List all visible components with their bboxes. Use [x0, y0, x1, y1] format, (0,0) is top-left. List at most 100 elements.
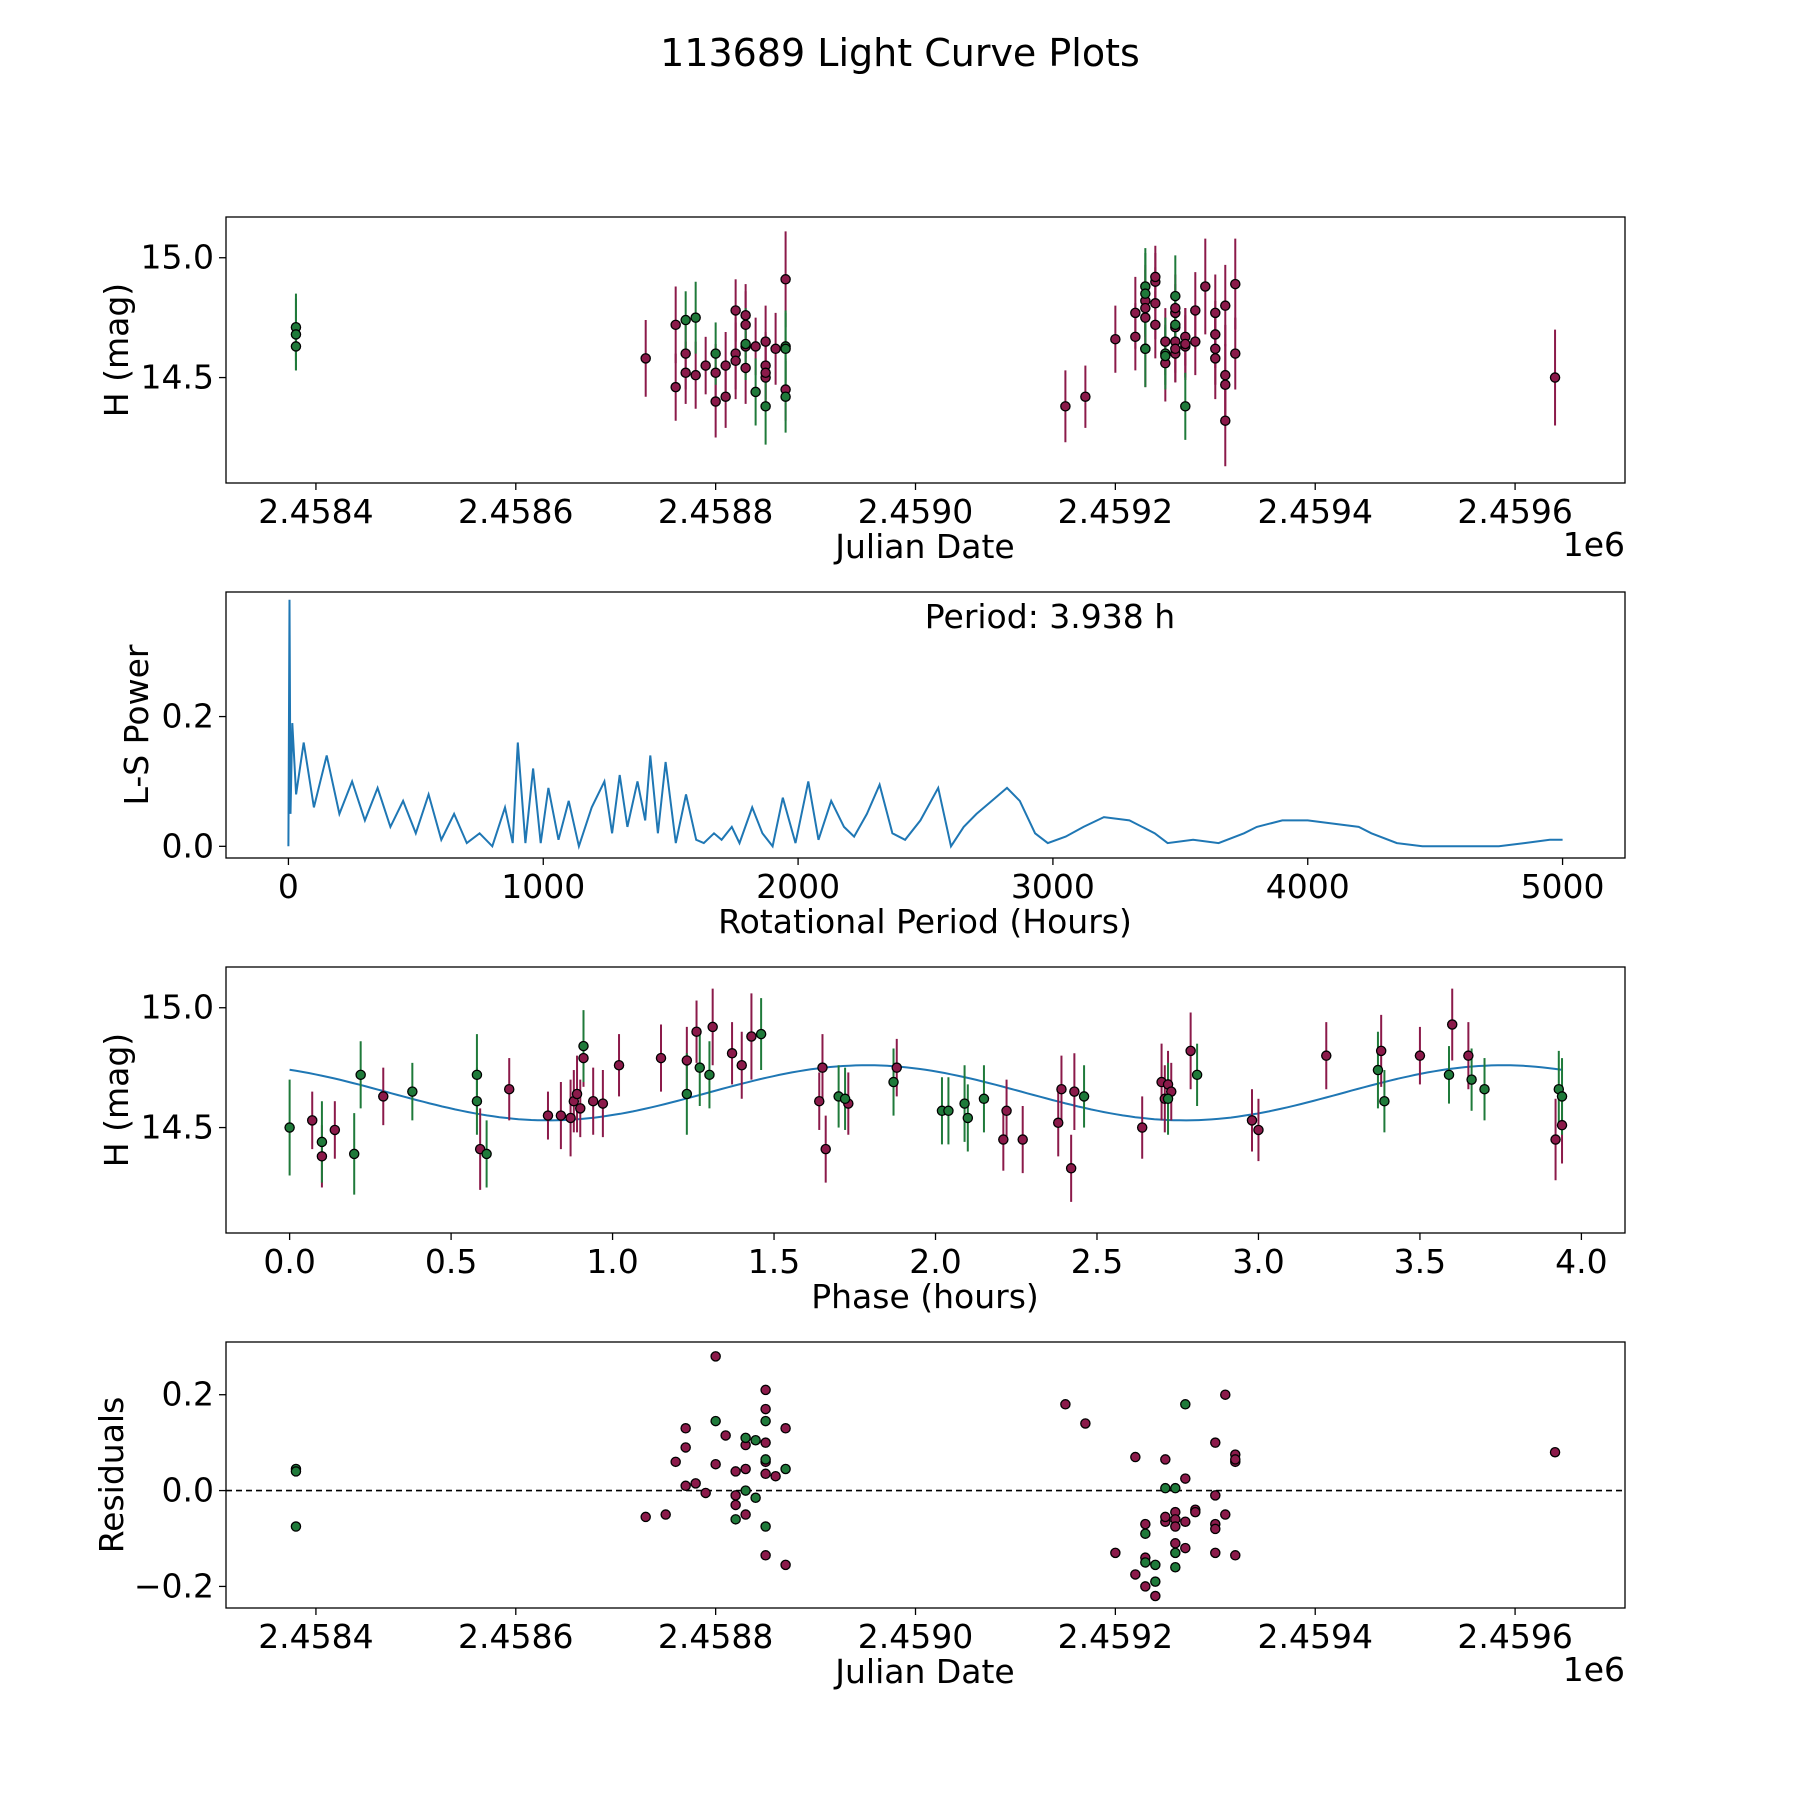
data-point	[1162, 1093, 1174, 1105]
data-point	[780, 391, 791, 402]
x-tick-label: 2.4590	[858, 492, 973, 531]
data-point	[503, 1083, 515, 1095]
x-tick-label: 2.4584	[258, 492, 373, 531]
data-point	[660, 1509, 671, 1520]
data-point	[1170, 1521, 1181, 1532]
data-point	[1060, 1399, 1071, 1410]
panel-periodogram: 0 1000 2000 3000 4000 5000 0.0 0.2 Period: 3.9…	[117, 591, 1626, 941]
data-point	[839, 1093, 851, 1105]
data-point	[710, 1415, 721, 1427]
data-point	[740, 310, 751, 321]
data-point	[1220, 1389, 1231, 1400]
data-point	[1160, 336, 1171, 347]
data-point	[1190, 336, 1201, 347]
x-tick-label: 2.4596	[1457, 492, 1572, 531]
data-point	[640, 1511, 651, 1523]
data-point	[1150, 1590, 1161, 1602]
data-point	[1443, 1069, 1455, 1081]
phased-plot-area	[284, 988, 1568, 1202]
data-point	[740, 1432, 751, 1444]
data-point	[760, 367, 771, 379]
data-point	[1078, 1091, 1090, 1102]
periodogram-x-ticks: 0 1000 2000 3000 4000 5000	[278, 858, 1605, 906]
data-point	[471, 1095, 483, 1107]
data-point	[1463, 1050, 1474, 1061]
data-point	[1230, 1550, 1241, 1561]
residuals-plot-area	[226, 1351, 1625, 1602]
data-point	[1150, 1576, 1161, 1587]
residuals-y-ticks: 0.2 0.0 −0.2	[134, 1375, 226, 1605]
data-point	[1230, 348, 1241, 359]
data-point	[726, 1048, 738, 1059]
data-point	[760, 1403, 771, 1415]
data-point	[1200, 281, 1211, 292]
data-point	[1220, 379, 1231, 390]
data-point	[1160, 1511, 1171, 1523]
data-point	[780, 274, 791, 285]
data-point	[542, 1110, 554, 1121]
data-point	[1230, 1454, 1241, 1465]
data-point	[1130, 331, 1141, 343]
periodogram-y-ticks: 0.0 0.2	[162, 697, 226, 865]
data-point	[1220, 1509, 1231, 1520]
data-point	[1140, 343, 1151, 355]
y-tick-label: 0.2	[162, 1375, 214, 1414]
data-point	[962, 1112, 974, 1124]
residuals-x-ticks: 2.4584 2.4586 2.4588 2.4590 2.4592 2.4594 2.45…	[258, 1608, 1573, 1656]
data-point	[770, 343, 781, 355]
data-point	[820, 1143, 831, 1155]
data-point	[760, 1454, 771, 1465]
data-point	[1052, 1117, 1064, 1129]
data-point	[740, 1463, 751, 1475]
data-point	[481, 1148, 492, 1160]
x-tick-label: 5000	[1521, 867, 1605, 906]
periodogram-xlabel: Rotational Period (Hours)	[718, 902, 1132, 941]
data-point	[1140, 1581, 1151, 1592]
data-point	[640, 353, 651, 364]
data-point	[1017, 1134, 1028, 1145]
data-point	[817, 1062, 828, 1073]
data-point	[290, 1521, 302, 1532]
data-point	[1180, 1473, 1191, 1484]
data-point	[1190, 1506, 1201, 1518]
data-point	[348, 1148, 360, 1160]
data-point	[760, 1384, 771, 1396]
data-point	[780, 1423, 791, 1434]
residuals-frame	[225, 1341, 1626, 1609]
data-point	[1060, 401, 1071, 412]
data-point	[1180, 1516, 1191, 1527]
x-tick-label: 1.0	[586, 1242, 638, 1281]
data-point	[760, 1550, 771, 1561]
x-tick-label: 1000	[501, 867, 585, 906]
data-point	[760, 401, 771, 412]
data-point	[670, 381, 681, 393]
data-point	[720, 360, 731, 371]
x-tick-label: 2.4592	[1058, 492, 1173, 531]
data-point	[1210, 1490, 1221, 1501]
fit-curve	[289, 1064, 1562, 1122]
data-point	[740, 338, 751, 350]
data-point	[1210, 1523, 1221, 1535]
data-point	[760, 336, 771, 347]
data-point	[1140, 1557, 1151, 1568]
data-point	[760, 1437, 771, 1448]
lightcurve-ylabel: H (mag)	[97, 283, 136, 417]
lightcurve-x-offset: 1e6	[1563, 525, 1625, 564]
data-point	[755, 1028, 767, 1040]
data-point	[329, 1124, 341, 1136]
data-point	[1170, 1482, 1181, 1494]
data-point	[730, 355, 741, 367]
data-point	[690, 369, 701, 381]
data-point	[943, 1105, 954, 1117]
phased-y-ticks: 15.0 14.5	[141, 988, 226, 1147]
lightcurve-x-ticks: 2.4584 2.4586 2.4588 2.4590 2.4592 2.4594 2.45…	[258, 483, 1573, 531]
data-point	[565, 1112, 576, 1124]
data-point	[378, 1091, 389, 1102]
x-tick-label: 2.4592	[1058, 1617, 1173, 1656]
data-point	[1130, 307, 1141, 319]
data-point	[740, 1485, 751, 1496]
period-annotation: Period: 3.938 h	[925, 597, 1175, 636]
data-point	[1001, 1105, 1012, 1117]
